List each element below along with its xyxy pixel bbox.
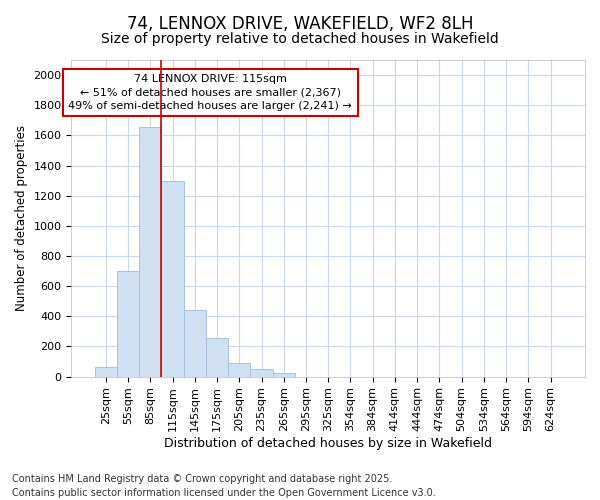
Text: 74, LENNOX DRIVE, WAKEFIELD, WF2 8LH: 74, LENNOX DRIVE, WAKEFIELD, WF2 8LH — [127, 15, 473, 33]
Bar — [228, 363, 250, 376]
Bar — [250, 369, 272, 376]
Bar — [206, 338, 228, 376]
Text: Size of property relative to detached houses in Wakefield: Size of property relative to detached ho… — [101, 32, 499, 46]
Bar — [272, 373, 295, 376]
Bar — [95, 367, 117, 376]
Bar — [139, 127, 161, 376]
Bar — [117, 271, 139, 376]
X-axis label: Distribution of detached houses by size in Wakefield: Distribution of detached houses by size … — [164, 437, 492, 450]
Bar — [161, 180, 184, 376]
Text: 74 LENNOX DRIVE: 115sqm
← 51% of detached houses are smaller (2,367)
49% of semi: 74 LENNOX DRIVE: 115sqm ← 51% of detache… — [68, 74, 352, 110]
Text: Contains HM Land Registry data © Crown copyright and database right 2025.
Contai: Contains HM Land Registry data © Crown c… — [12, 474, 436, 498]
Bar — [184, 310, 206, 376]
Y-axis label: Number of detached properties: Number of detached properties — [15, 126, 28, 312]
